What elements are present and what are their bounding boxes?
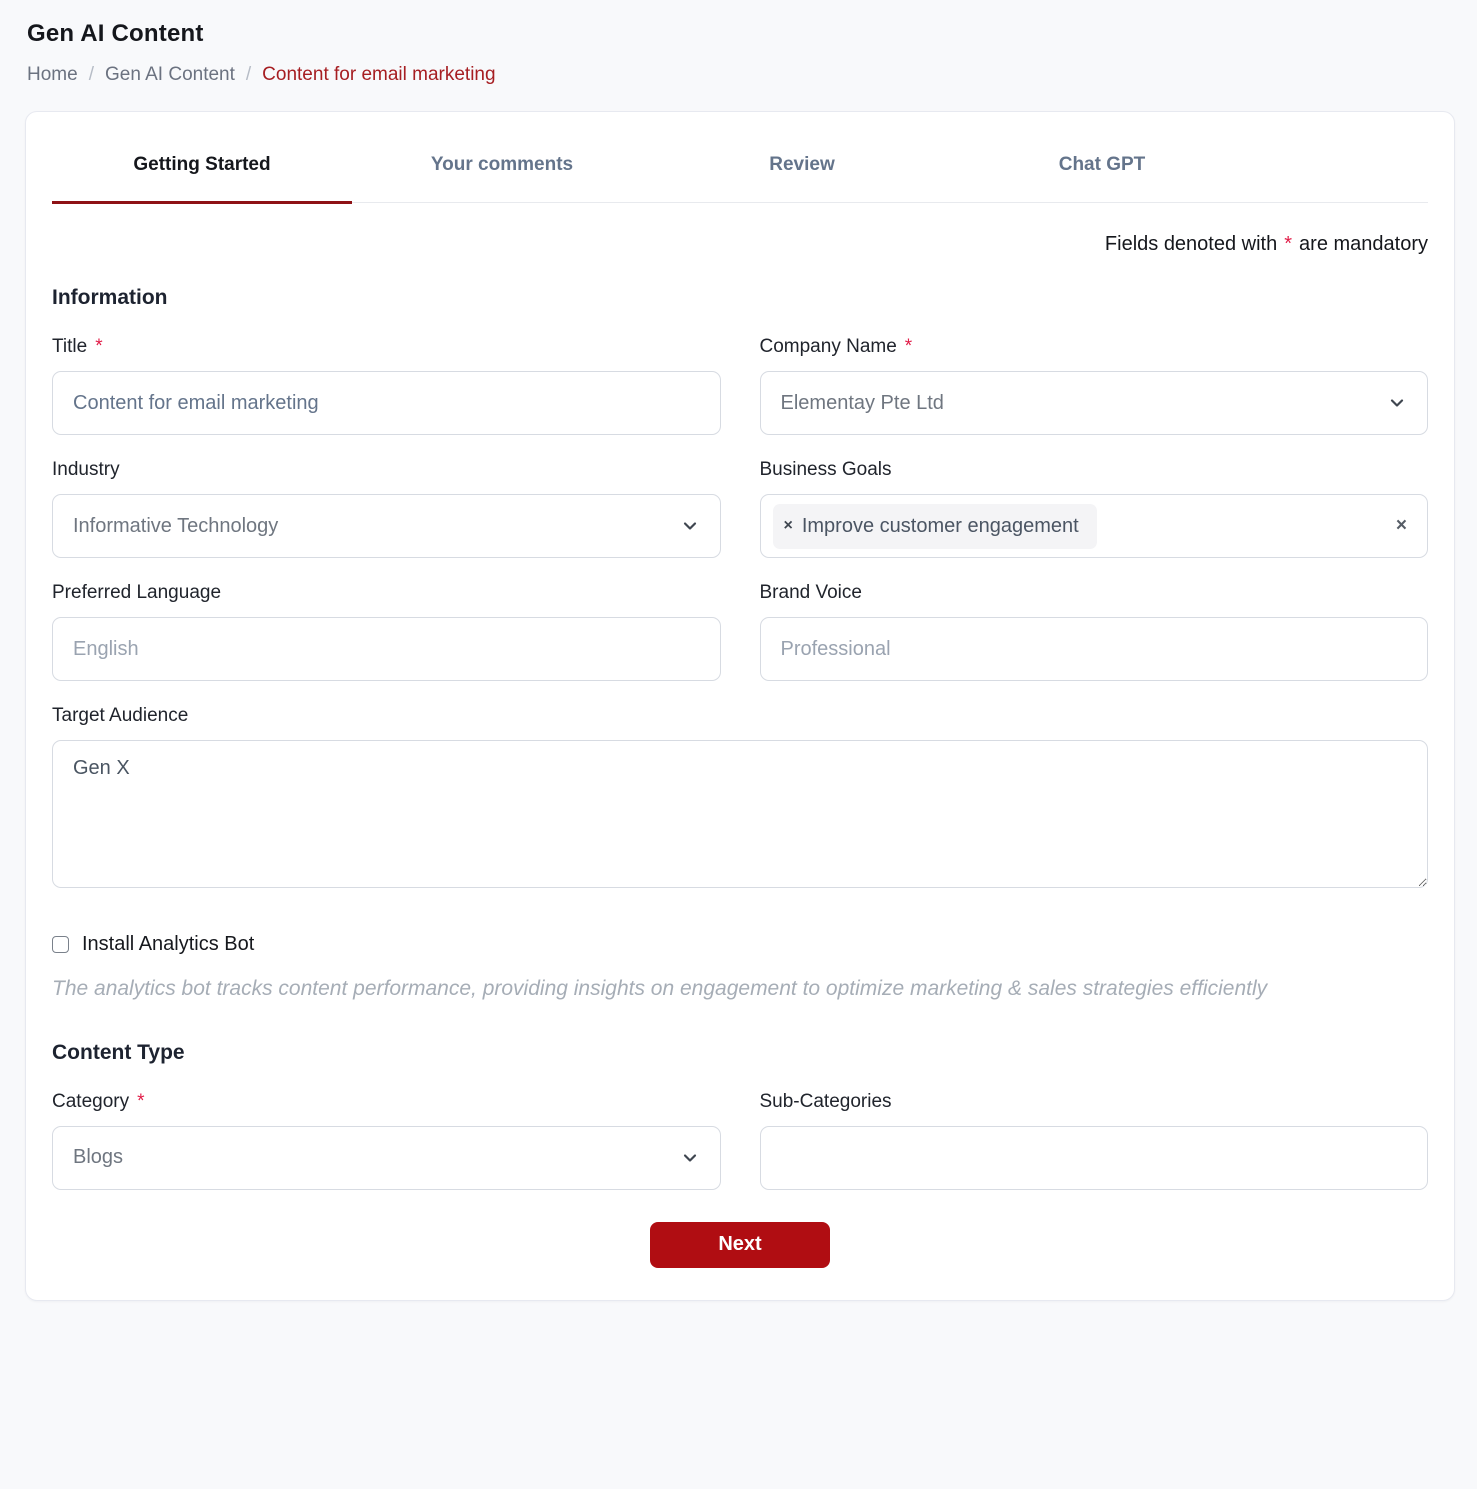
category-select[interactable]: Blogs bbox=[52, 1125, 721, 1190]
breadcrumb-separator: / bbox=[245, 64, 252, 85]
brand-voice-label: Brand Voice bbox=[759, 582, 862, 603]
sub-categories-label: Sub-Categories bbox=[759, 1090, 892, 1112]
industry-label: Industry bbox=[52, 459, 120, 480]
breadcrumb-separator: / bbox=[88, 64, 94, 85]
preferred-language-field: Preferred Language bbox=[52, 582, 721, 681]
company-name-label-row: Company Name * bbox=[760, 336, 1429, 358]
chevron-down-icon bbox=[683, 1154, 696, 1162]
next-button[interactable]: Next bbox=[650, 1221, 830, 1268]
title-label-row: Title * bbox=[52, 336, 721, 358]
tab-review[interactable]: Review bbox=[769, 154, 835, 175]
title-input[interactable] bbox=[52, 371, 721, 435]
form-row-title-company: Title * Company Name * Elementay Pte Ltd bbox=[52, 336, 1428, 435]
breadcrumb-gen-ai-content[interactable]: Gen AI Content bbox=[104, 64, 235, 85]
required-asterisk: * bbox=[904, 336, 913, 357]
analytics-bot-help-text: The analytics bot tracks content perform… bbox=[52, 977, 1268, 1000]
breadcrumb-home[interactable]: Home bbox=[27, 64, 78, 85]
content-type-heading: Content Type bbox=[52, 1040, 185, 1064]
preferred-language-label-row: Preferred Language bbox=[52, 582, 721, 604]
install-analytics-bot-row[interactable]: Install Analytics Bot bbox=[52, 933, 254, 956]
required-asterisk: * bbox=[137, 1090, 145, 1112]
category-label-row: Category * bbox=[52, 1091, 721, 1113]
category-field: Category * Blogs bbox=[52, 1091, 721, 1190]
breadcrumb-current: Content for email marketing bbox=[262, 64, 496, 85]
title-field: Title * bbox=[52, 336, 721, 435]
business-goals-label: Business Goals bbox=[759, 459, 892, 480]
tab-bar: Getting Started Your comments Review Cha… bbox=[52, 112, 1428, 204]
mandatory-note: Fields denoted with * are mandatory bbox=[52, 233, 1428, 256]
company-name-value: Elementay Pte Ltd bbox=[780, 391, 944, 414]
preferred-language-input[interactable] bbox=[52, 617, 721, 681]
industry-select[interactable]: Informative Technology bbox=[52, 494, 721, 558]
information-heading: Information bbox=[52, 286, 168, 309]
target-audience-label: Target Audience bbox=[52, 705, 189, 726]
company-name-select[interactable]: Elementay Pte Ltd bbox=[759, 371, 1428, 435]
brand-voice-field: Brand Voice bbox=[759, 582, 1429, 681]
form-row-industry-goals: Industry Informative Technology Business… bbox=[52, 459, 1428, 558]
business-goals-field: Business Goals × Improve customer engage… bbox=[759, 459, 1429, 558]
required-asterisk: * bbox=[1284, 233, 1293, 255]
brand-voice-input[interactable] bbox=[759, 617, 1428, 681]
clear-selection-icon[interactable]: × bbox=[1395, 515, 1407, 536]
business-goal-tag: × Improve customer engagement bbox=[772, 503, 1097, 549]
brand-voice-label-row: Brand Voice bbox=[760, 582, 1429, 604]
install-analytics-bot-checkbox[interactable] bbox=[52, 936, 69, 953]
target-audience-field: Target Audience Gen X bbox=[52, 705, 1428, 893]
industry-label-row: Industry bbox=[52, 459, 721, 481]
breadcrumb: Home / Gen AI Content / Content for emai… bbox=[27, 64, 1455, 86]
industry-field: Industry Informative Technology bbox=[52, 459, 721, 558]
sub-categories-input[interactable] bbox=[759, 1125, 1428, 1190]
install-analytics-bot-label: Install Analytics Bot bbox=[82, 933, 255, 955]
mandatory-note-prefix: Fields denoted with bbox=[1104, 233, 1278, 255]
business-goals-label-row: Business Goals bbox=[760, 459, 1429, 481]
industry-value: Informative Technology bbox=[73, 514, 279, 537]
remove-tag-icon[interactable]: × bbox=[783, 517, 793, 534]
target-audience-label-row: Target Audience bbox=[52, 705, 1428, 727]
target-audience-textarea[interactable]: Gen X bbox=[52, 740, 1428, 888]
form-row-language-voice: Preferred Language Brand Voice bbox=[52, 582, 1428, 681]
page-title: Gen AI Content bbox=[27, 20, 204, 47]
business-goals-multiselect[interactable]: × Improve customer engagement × bbox=[759, 494, 1428, 558]
form-card: Getting Started Your comments Review Cha… bbox=[25, 111, 1455, 1301]
required-asterisk: * bbox=[95, 336, 103, 357]
category-label: Category bbox=[52, 1090, 130, 1112]
preferred-language-label: Preferred Language bbox=[52, 582, 222, 603]
chevron-down-icon bbox=[1390, 399, 1404, 407]
business-goal-tag-label: Improve customer engagement bbox=[801, 514, 1079, 537]
tab-chat-gpt[interactable]: Chat GPT bbox=[1058, 154, 1146, 175]
company-name-field: Company Name * Elementay Pte Ltd bbox=[759, 336, 1429, 435]
tab-getting-started[interactable]: Getting Started bbox=[52, 154, 352, 204]
chevron-down-icon bbox=[683, 522, 696, 530]
category-value: Blogs bbox=[73, 1146, 124, 1169]
tab-your-comments[interactable]: Your comments bbox=[430, 154, 574, 175]
page: Gen AI Content Home / Gen AI Content / C… bbox=[25, 20, 1455, 1301]
mandatory-note-suffix: are mandatory bbox=[1299, 233, 1428, 255]
company-name-label: Company Name bbox=[759, 336, 897, 357]
sub-categories-field: Sub-Categories bbox=[759, 1091, 1429, 1190]
sub-categories-label-row: Sub-Categories bbox=[760, 1091, 1429, 1113]
form-row-category-subcategories: Category * Blogs Sub-Categories bbox=[52, 1091, 1428, 1190]
title-label: Title bbox=[52, 336, 88, 357]
